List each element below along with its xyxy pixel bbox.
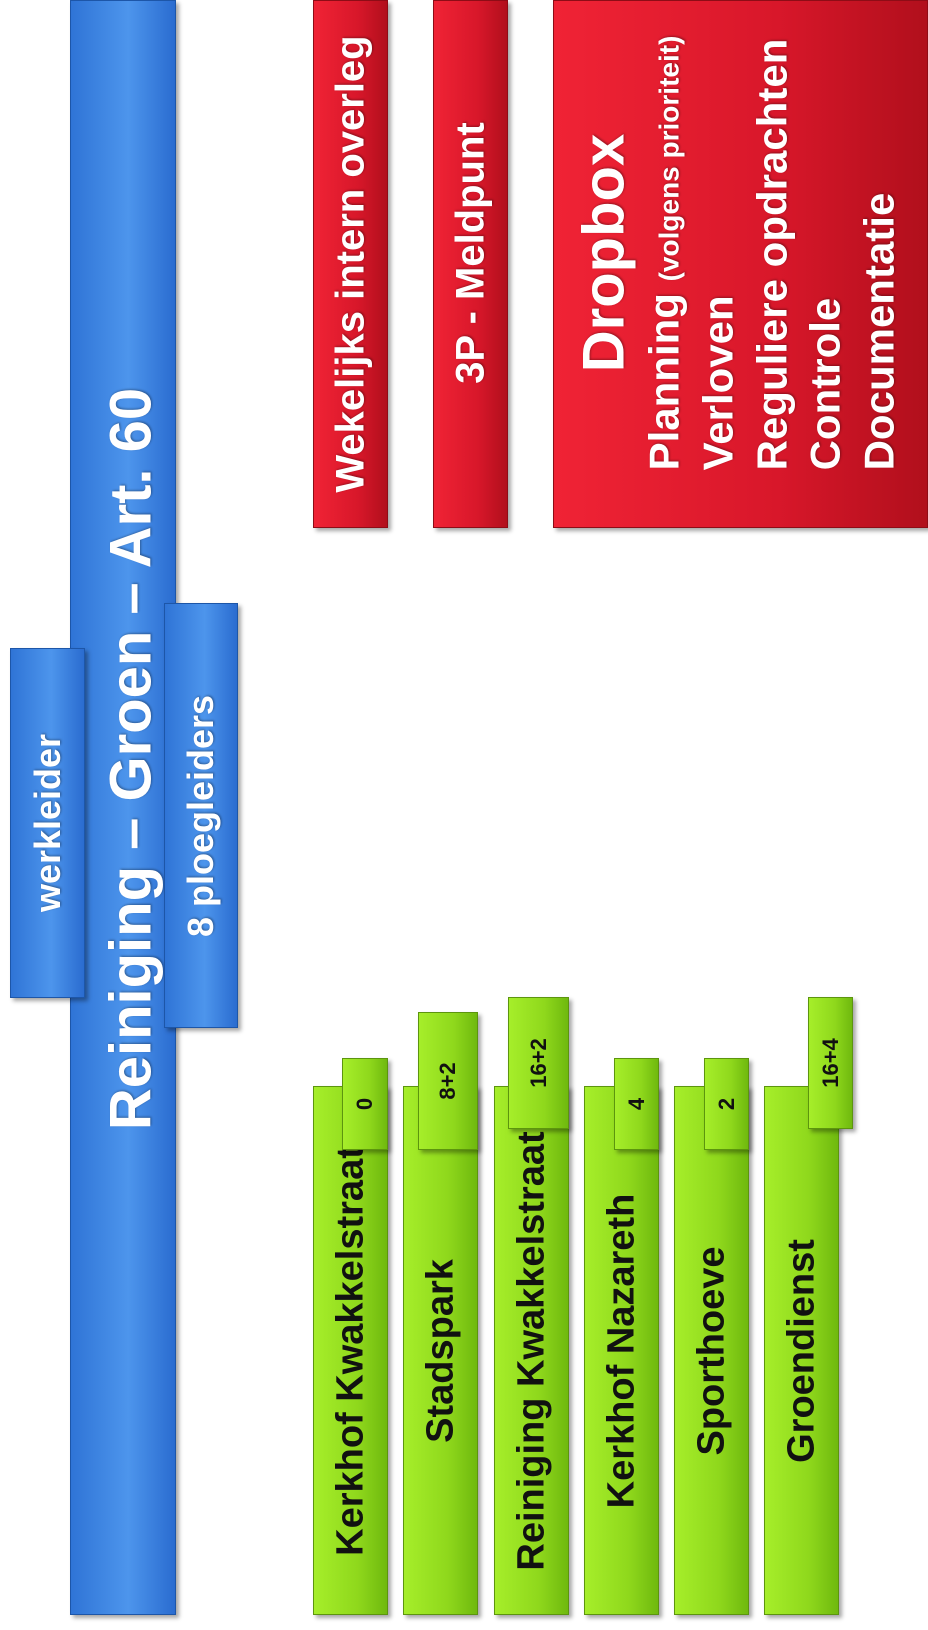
meldpunt-box: 3P - Meldpunt (433, 0, 508, 528)
meldpunt-label: 3P - Meldpunt (448, 122, 492, 385)
dropbox-title: Dropbox (571, 134, 637, 373)
dropbox-item: Controle (801, 298, 849, 471)
dropbox-item: Reguliere opdrachten (747, 39, 795, 471)
team-count: 0 (352, 1097, 377, 1111)
werkleider-label: werkleider (26, 733, 68, 913)
team-bar-kerkhof-nazareth: Kerkhof Nazareth (584, 1086, 659, 1615)
team-count-box: 2 (704, 1058, 749, 1150)
team-bar-reiniging-kwakkelstraat: Reiniging Kwakkelstraat (494, 1086, 569, 1615)
team-bar-stadspark: Stadspark (403, 1086, 478, 1615)
team-count-box: 16+4 (808, 997, 853, 1129)
team-count: 4 (623, 1097, 649, 1111)
team-name: Sporthoeve (690, 1245, 732, 1456)
ploegleiders-label: 8 ploegleiders (180, 694, 221, 937)
team-count: 16+2 (525, 1038, 551, 1088)
werkleider-box: werkleider (10, 648, 85, 998)
dropbox-item: Verloven (693, 295, 741, 471)
team-count-box: 0 (342, 1058, 388, 1150)
dropbox-content: Dropbox Planning (volgens prioriteit) Ve… (571, 36, 906, 471)
dropbox-box: Dropbox Planning (volgens prioriteit) Ve… (553, 0, 928, 528)
overleg-label: Wekelijks intern overleg (328, 35, 372, 493)
team-bar-kerkhof-kwakkelstraat: Kerkhof Kwakkelstraat (313, 1086, 388, 1615)
team-name: Groendienst (780, 1238, 822, 1463)
team-count: 8+2 (435, 1062, 460, 1100)
team-bar-sporthoeve: Sporthoeve (674, 1086, 749, 1615)
team-count-box: 4 (614, 1058, 659, 1150)
team-count-box: 8+2 (418, 1012, 478, 1150)
team-bar-groendienst: Groendienst (764, 1086, 839, 1615)
ploegleiders-box: 8 ploegleiders (164, 603, 238, 1028)
team-count-box: 16+2 (508, 997, 569, 1129)
team-name: Stadspark (419, 1258, 461, 1443)
main-box: Reiniging – Groen – Art. 60 (70, 0, 176, 1615)
team-name: Reiniging Kwakkelstraat (510, 1130, 552, 1571)
team-count: 2 (713, 1097, 739, 1111)
team-name: Kerkhof Nazareth (600, 1193, 642, 1508)
overleg-box: Wekelijks intern overleg (313, 0, 388, 528)
dropbox-item: Documentatie (855, 193, 903, 471)
dropbox-planning-note: (volgens prioriteit) (653, 36, 685, 282)
team-name: Kerkhof Kwakkelstraat (329, 1145, 371, 1556)
dropbox-planning-label: Planning (640, 293, 688, 471)
main-label: Reiniging – Groen – Art. 60 (98, 387, 164, 1131)
dropbox-planning: Planning (volgens prioriteit) (637, 36, 691, 471)
team-count: 16+4 (817, 1038, 843, 1088)
